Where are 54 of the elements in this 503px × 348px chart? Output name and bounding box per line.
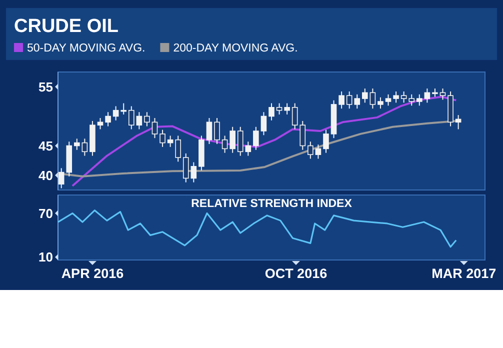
candlestick [354,94,360,110]
y-tick-label: 40 [38,168,53,183]
candlestick [408,94,415,106]
candlestick [230,126,236,154]
candlestick [393,90,399,104]
candlestick [253,126,259,150]
legend-label: 200-DAY MOVING AVG. [173,42,298,54]
candlestick [160,129,166,148]
candlestick [152,118,158,139]
candlestick [455,114,462,130]
candlestick [105,112,111,127]
candlestick [82,138,88,156]
candlestick [175,135,181,162]
y-tick-label: 55 [38,79,53,94]
candlestick [136,112,142,130]
candlestick [346,90,352,110]
candlestick [268,102,274,121]
x-tick-label: OCT 2016 [264,266,328,281]
candlestick [378,96,384,110]
candlestick [214,118,220,144]
y-tick-label: 10 [38,250,53,265]
candlestick [385,94,392,106]
line-series [57,210,457,248]
candlestick [222,135,228,154]
candlestick [128,106,134,130]
candlestick [144,112,150,127]
chart-title: CRUDE OIL [14,16,119,37]
candlestick [440,88,446,100]
candlestick [74,138,80,150]
candlestick [120,102,127,115]
candlestick [167,135,174,148]
y-tick-label: 45 [38,138,53,154]
candlestick [284,102,290,115]
legend-label: 50-DAY MOVING AVG. [27,42,146,54]
candlestick [308,141,314,160]
candlestick [370,88,376,110]
candlestick [190,162,197,183]
y-tick-label: 70 [38,206,53,221]
candlestick [97,118,104,130]
chart-title: RELATIVE STRENGTH INDEX [191,198,352,210]
x-tick-label: MAR 2017 [432,266,496,281]
candlestick [362,88,368,104]
candlestick [206,118,212,144]
candlestick [112,106,119,121]
candlestick [323,129,329,154]
candlestick [260,112,267,136]
candlestick [315,144,322,160]
x-tick-label: APR 2016 [61,266,124,281]
candlestick [400,90,407,104]
candlestick [182,152,189,183]
candlestick [416,94,422,106]
candlestick [338,90,344,110]
candlestick [276,102,282,115]
candlestick [424,88,430,104]
